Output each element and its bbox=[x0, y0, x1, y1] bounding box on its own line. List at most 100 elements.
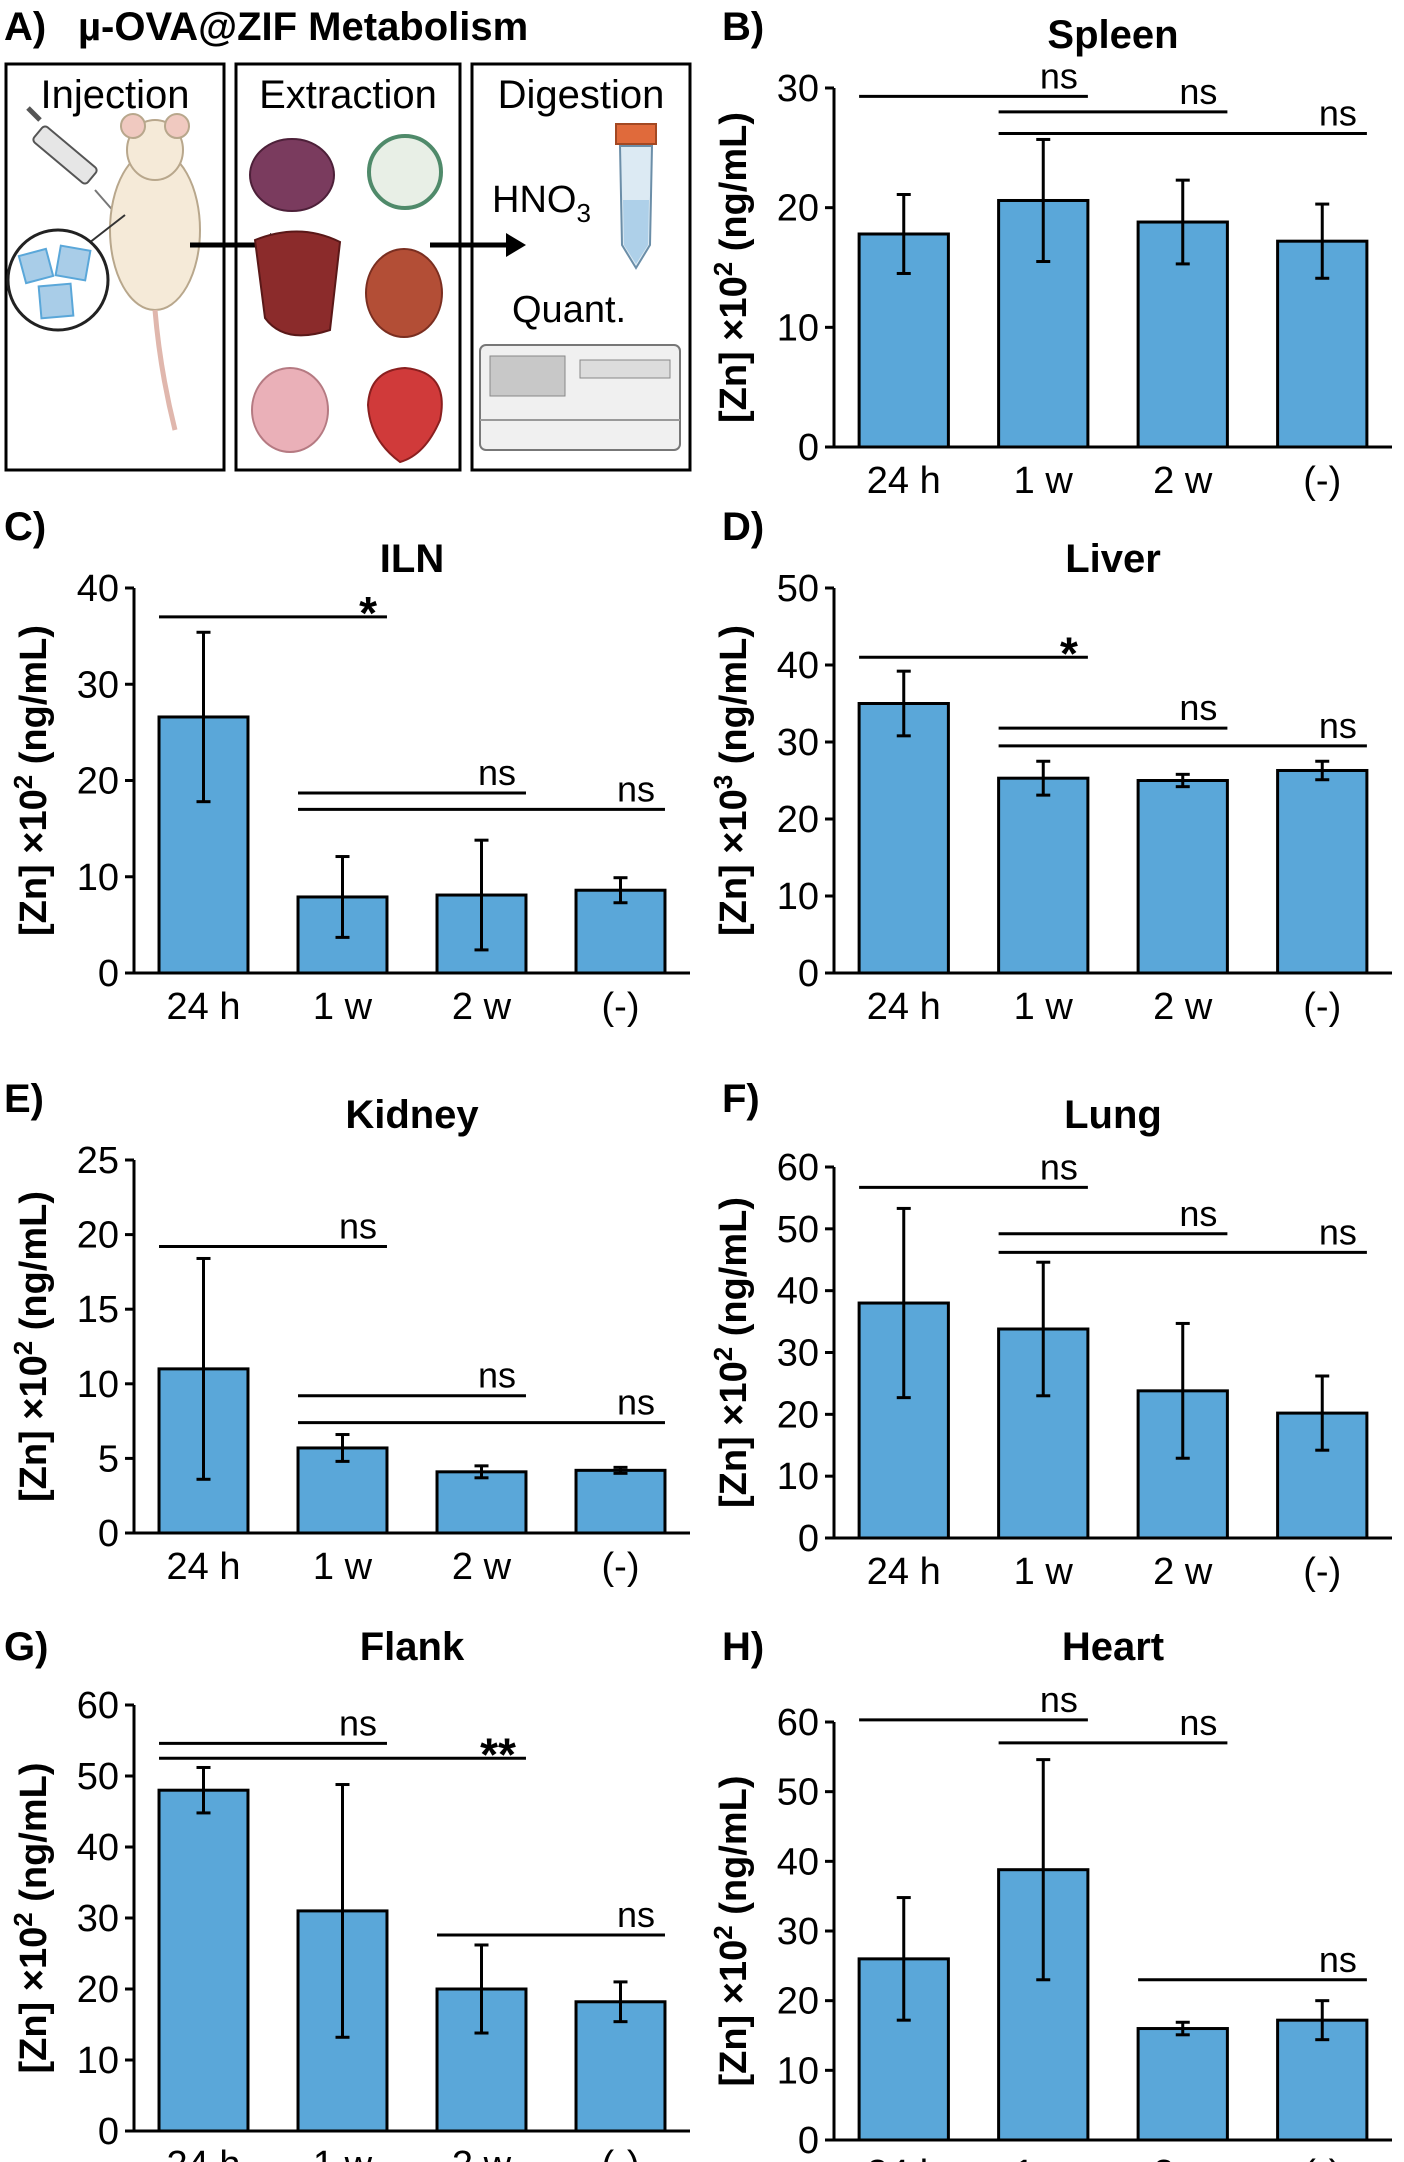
step-box-extraction bbox=[234, 62, 462, 472]
heart-organ-icon bbox=[366, 366, 443, 464]
significance-label: ns bbox=[1319, 1939, 1357, 1980]
panel-letter-e: E) bbox=[4, 1077, 44, 1121]
x-tick-label: 2 w bbox=[452, 2144, 512, 2162]
y-tick-label: 0 bbox=[798, 2120, 819, 2162]
y-axis-label: [Zn] ×102 (ng/mL) bbox=[8, 625, 55, 936]
significance-label: ns bbox=[1179, 71, 1217, 112]
significance-label: ns bbox=[339, 1702, 377, 1743]
y-tick-label: 30 bbox=[777, 722, 819, 764]
x-tick-label: 2 w bbox=[452, 1546, 512, 1588]
x-tick-label: (-) bbox=[602, 1546, 640, 1588]
y-tick-label: 50 bbox=[777, 1772, 819, 1814]
y-tick-label: 20 bbox=[77, 1969, 119, 2011]
x-tick-label: (-) bbox=[1303, 986, 1341, 1028]
y-tick-label: 10 bbox=[777, 307, 819, 349]
y-tick-label: 0 bbox=[798, 1518, 819, 1560]
y-tick-label: 20 bbox=[77, 761, 119, 803]
significance-label: ns bbox=[1040, 1146, 1078, 1187]
y-axis-label: [Zn] ×102 (ng/mL) bbox=[708, 1775, 755, 2086]
panel-letter-h: H) bbox=[722, 1625, 764, 1669]
panel-letter-f: F) bbox=[722, 1077, 760, 1121]
panel-c-iln-chart: C) ILN [Zn] ×102 (ng/mL) 0 10 20 30 40 24 h 1 w 2 … bbox=[4, 505, 690, 1028]
y-tick-label: 20 bbox=[77, 1215, 119, 1257]
chart-title: Liver bbox=[1065, 537, 1161, 581]
mouse-icon bbox=[109, 113, 201, 431]
chart-title: Lung bbox=[1064, 1093, 1162, 1137]
x-tick-label: 1 w bbox=[1014, 2153, 1074, 2162]
bar bbox=[1136, 2027, 1229, 2142]
y-tick-label: 0 bbox=[98, 1513, 119, 1555]
y-axis-label: [Zn] ×102 (ng/mL) bbox=[8, 1191, 55, 1502]
y-tick-label: 20 bbox=[777, 799, 819, 841]
chart-title: ILN bbox=[380, 537, 444, 581]
step-label-extraction: Extraction bbox=[259, 73, 437, 117]
chart-title: Kidney bbox=[345, 1093, 479, 1137]
y-tick-label: 0 bbox=[98, 2111, 119, 2153]
icp-instrument-icon bbox=[479, 344, 681, 451]
significance-label: ns bbox=[1179, 1702, 1217, 1743]
x-tick-label: 24 h bbox=[867, 1551, 941, 1593]
y-axis-label: [Zn] ×103 (ng/mL) bbox=[708, 625, 755, 936]
panel-f-lung-chart: F) Lung [Zn] ×102 (ng/mL) 0 10 20 30 40 50 60 24 h… bbox=[708, 1077, 1392, 1593]
panel-letter-d: D) bbox=[722, 505, 764, 549]
significance-label: ns bbox=[1179, 687, 1217, 728]
x-tick-label: 1 w bbox=[313, 2144, 373, 2162]
panel-e-kidney-chart: E) Kidney [Zn] ×102 (ng/mL) 0 5 10 15 20 25 24 h 1… bbox=[4, 1077, 690, 1588]
y-tick-label: 30 bbox=[77, 664, 119, 706]
y-tick-label: 15 bbox=[77, 1289, 119, 1331]
y-tick-label: 0 bbox=[798, 427, 819, 469]
y-tick-label: 60 bbox=[777, 1702, 819, 1744]
y-tick-label: 0 bbox=[798, 953, 819, 995]
x-tick-label: 1 w bbox=[1014, 1551, 1074, 1593]
panel-g-flank-chart: G) Flank [Zn] ×102 (ng/mL) 0 10 20 30 40 50 60 24 … bbox=[4, 1625, 690, 2162]
y-tick-label: 10 bbox=[777, 1456, 819, 1498]
x-tick-label: 24 h bbox=[867, 986, 941, 1028]
x-tick-label: 1 w bbox=[313, 1546, 373, 1588]
panel-h-heart-chart: H) Heart [Zn] ×102 (ng/mL) 0 10 20 30 40 50 60 24 … bbox=[708, 1625, 1392, 2162]
y-tick-label: 20 bbox=[777, 1981, 819, 2023]
y-tick-label: 30 bbox=[77, 1898, 119, 1940]
y-tick-label: 10 bbox=[777, 2050, 819, 2092]
reagent-label: HNO3 bbox=[492, 179, 591, 228]
panel-a-schematic: A) µ-OVA@ZIF Metabolism Injection Extrac… bbox=[4, 5, 692, 472]
x-tick-label: 2 w bbox=[1153, 1551, 1213, 1593]
step-label-digestion: Digestion bbox=[498, 73, 665, 117]
x-tick-label: 24 h bbox=[167, 1546, 241, 1588]
liver-organ-icon bbox=[253, 230, 342, 337]
y-tick-label: 50 bbox=[77, 1756, 119, 1798]
y-tick-label: 10 bbox=[77, 2040, 119, 2082]
x-tick-label: 24 h bbox=[867, 2153, 941, 2162]
lymph-node-icon bbox=[367, 134, 443, 210]
y-tick-label: 60 bbox=[777, 1147, 819, 1189]
panel-b-spleen-chart: B) Spleen [Zn] ×102 (ng/mL) 0 10 20 30 24 h 1 w 2… bbox=[708, 5, 1392, 502]
x-tick-label: (-) bbox=[602, 986, 640, 1028]
step-box-digestion bbox=[470, 62, 692, 472]
y-tick-label: 10 bbox=[777, 876, 819, 918]
y-tick-label: 40 bbox=[777, 1841, 819, 1883]
x-tick-label: 2 w bbox=[1153, 460, 1213, 502]
bar bbox=[574, 2000, 667, 2133]
x-tick-label: 24 h bbox=[167, 2144, 241, 2162]
y-tick-label: 60 bbox=[77, 1685, 119, 1727]
y-axis-label: [Zn] ×102 (ng/mL) bbox=[8, 1762, 55, 2073]
bar bbox=[857, 702, 950, 975]
panel-letter-g: G) bbox=[4, 1625, 48, 1669]
bar bbox=[157, 1788, 250, 2133]
x-tick-label: 2 w bbox=[452, 986, 512, 1028]
lung-organ-icon bbox=[251, 367, 329, 453]
y-tick-label: 20 bbox=[777, 1394, 819, 1436]
kidney-organ-icon bbox=[365, 248, 443, 338]
y-axis-label: [Zn] ×102 (ng/mL) bbox=[708, 1197, 755, 1508]
y-tick-label: 50 bbox=[777, 1209, 819, 1251]
y-tick-label: 25 bbox=[77, 1140, 119, 1182]
bar bbox=[1276, 768, 1369, 975]
bar bbox=[435, 1470, 528, 1535]
y-tick-label: 30 bbox=[777, 68, 819, 110]
x-tick-label: 24 h bbox=[167, 986, 241, 1028]
arrow-icon bbox=[430, 233, 526, 257]
x-tick-label: (-) bbox=[1303, 1551, 1341, 1593]
y-tick-label: 50 bbox=[777, 568, 819, 610]
significance-label: * bbox=[359, 587, 377, 639]
significance-label: ns bbox=[1040, 55, 1078, 96]
